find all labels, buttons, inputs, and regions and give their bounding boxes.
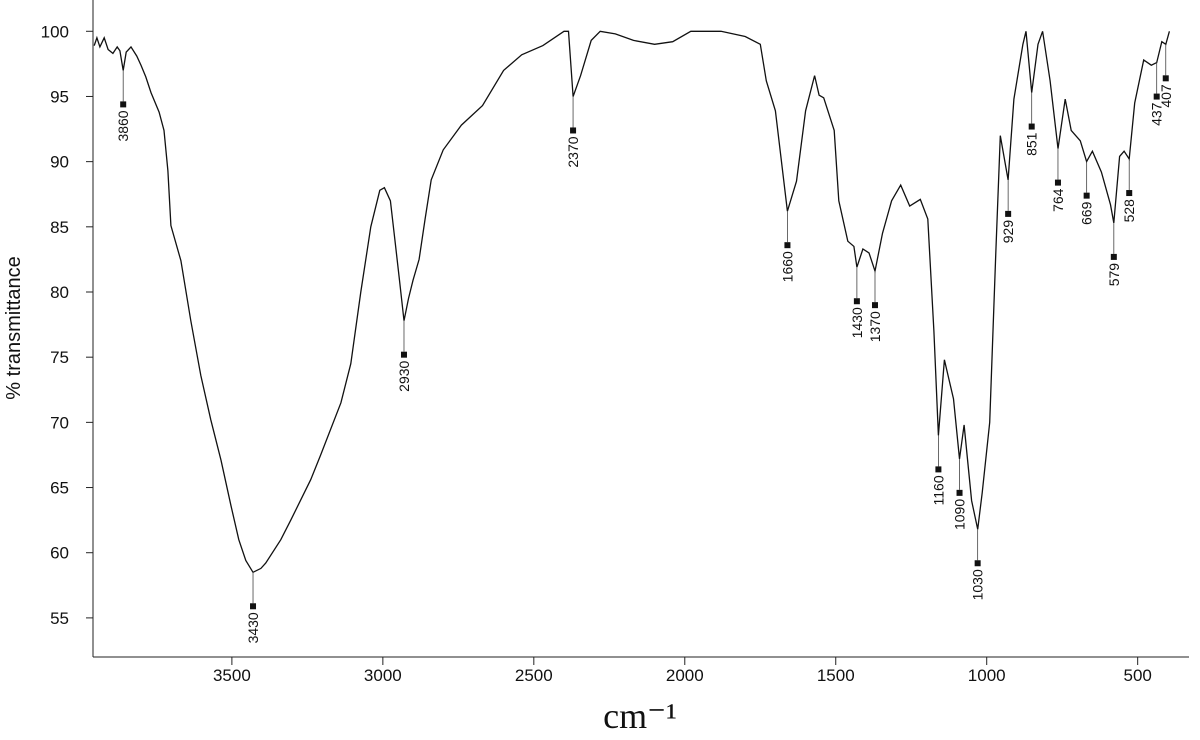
- peak-marker: [956, 489, 963, 496]
- y-tick-label: 95: [50, 87, 69, 106]
- peak-label: 2930: [396, 360, 412, 391]
- peak-marker: [1028, 123, 1035, 130]
- peak-label: 929: [1000, 220, 1016, 244]
- peak-marker: [1126, 190, 1133, 197]
- spectrum-line: [93, 30, 1171, 574]
- y-tick-label: 75: [50, 348, 69, 367]
- peak-label: 1370: [867, 311, 883, 342]
- peak-marker: [1005, 210, 1012, 217]
- peak-marker: [1054, 179, 1061, 186]
- x-tick-label: 2500: [515, 666, 553, 685]
- peak-label: 3860: [115, 110, 131, 141]
- peak-marker: [1110, 253, 1117, 260]
- x-axis-label: cm⁻¹: [603, 696, 677, 736]
- peak-marker: [853, 298, 860, 305]
- y-tick-label: 65: [50, 479, 69, 498]
- peak-label: 1430: [849, 307, 865, 338]
- peak-label: 851: [1024, 132, 1040, 156]
- x-tick-label: 3500: [213, 666, 251, 685]
- peak-label: 1030: [970, 569, 986, 600]
- y-tick-label: 90: [50, 153, 69, 172]
- peak-label: 1090: [952, 499, 968, 530]
- peak-label: 437: [1149, 102, 1165, 126]
- y-tick-label: 85: [50, 218, 69, 237]
- peak-marker: [1153, 93, 1160, 100]
- peak-label: 3430: [245, 612, 261, 643]
- peak-label: 579: [1106, 263, 1122, 287]
- y-axis-label: % transmittance: [3, 256, 25, 399]
- x-tick-label: 1000: [968, 666, 1006, 685]
- peak-marker: [1083, 192, 1090, 199]
- peak-label: 2370: [565, 136, 581, 167]
- x-tick-label: 500: [1123, 666, 1151, 685]
- peak-label: 1160: [930, 475, 946, 505]
- peak-marker: [250, 603, 257, 610]
- peak-marker: [784, 242, 791, 249]
- x-tick-label: 2000: [666, 666, 704, 685]
- y-tick-label: 80: [50, 283, 69, 302]
- x-tick-label: 1500: [817, 666, 855, 685]
- y-tick-label: 100: [41, 22, 69, 41]
- peak-marker: [935, 466, 942, 473]
- peak-label: 407: [1158, 84, 1174, 108]
- peak-marker: [1162, 75, 1169, 82]
- y-tick-label: 55: [50, 609, 69, 628]
- peak-marker: [400, 351, 407, 358]
- y-tick-label: 60: [50, 544, 69, 563]
- peak-marker: [974, 560, 981, 567]
- peak-marker: [570, 127, 577, 134]
- peak-marker: [120, 101, 127, 108]
- peak-label: 528: [1121, 199, 1137, 223]
- peak-label: 669: [1079, 201, 1095, 225]
- peak-marker: [871, 302, 878, 309]
- peak-label: 764: [1050, 188, 1066, 212]
- x-tick-label: 3000: [364, 666, 402, 685]
- peak-label: 1660: [779, 251, 795, 282]
- y-tick-label: 70: [50, 413, 69, 432]
